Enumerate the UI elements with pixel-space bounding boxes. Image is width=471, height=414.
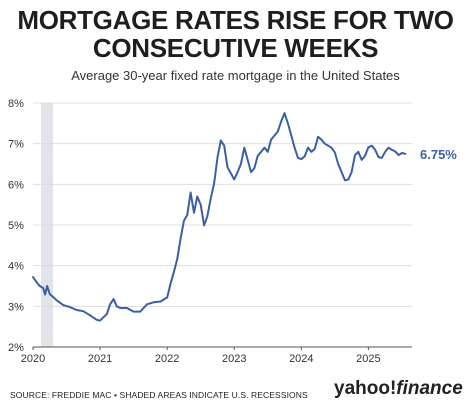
y-tick-label: 4%: [8, 261, 24, 273]
chart-title-line-1: MORTGAGE RATES RISE FOR TWO: [17, 5, 454, 35]
series-line-mortgage-rate: [32, 112, 407, 322]
source-note: SOURCE: FREDDIE MAC • SHADED AREAS INDIC…: [10, 390, 308, 400]
y-tick-label: 5%: [8, 220, 24, 232]
x-tick-label: 2024: [289, 353, 313, 365]
y-tick-label: 6%: [8, 179, 24, 191]
y-tick-label: 3%: [8, 301, 24, 313]
logo-finance: finance: [396, 378, 463, 399]
x-tick-label: 2021: [88, 353, 112, 365]
end-value-label: 6.75%: [420, 147, 457, 162]
x-tick-label: 2025: [356, 353, 380, 365]
chart-subtitle: Average 30-year fixed rate mortgage in t…: [71, 68, 400, 83]
y-tick-label: 8%: [8, 98, 24, 110]
x-tick-label: 2020: [21, 353, 45, 365]
yahoo-finance-logo: yahoo!finance: [334, 378, 463, 400]
logo-yahoo: yahoo!: [334, 378, 397, 399]
x-tick-label: 2022: [155, 353, 179, 365]
y-tick-label: 2%: [8, 342, 24, 354]
chart-title-line-2: CONSECUTIVE WEEKS: [92, 33, 379, 63]
y-tick-label: 7%: [8, 139, 24, 151]
chart-title: MORTGAGE RATES RISE FOR TWO CONSECUTIVE …: [0, 6, 471, 62]
x-tick-label: 2023: [222, 353, 246, 365]
